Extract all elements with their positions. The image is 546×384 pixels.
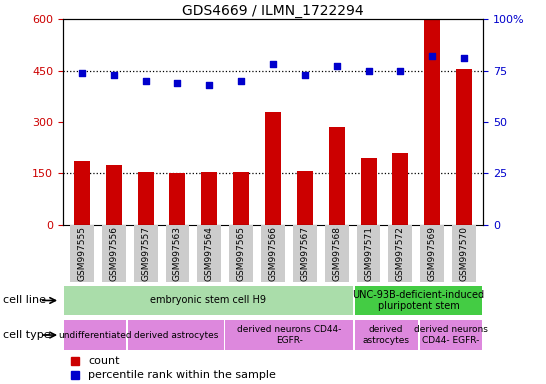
Point: [141, 78, 150, 84]
Text: GSM997567: GSM997567: [300, 227, 310, 281]
Text: GSM997565: GSM997565: [236, 227, 246, 281]
Bar: [265, 112, 281, 225]
Bar: [424, 19, 440, 225]
Text: derived
astrocytes: derived astrocytes: [363, 325, 410, 345]
Bar: [393, 153, 408, 225]
Text: GSM997557: GSM997557: [141, 227, 150, 281]
Bar: [102, 225, 126, 282]
Bar: [293, 225, 317, 282]
Bar: [233, 172, 249, 225]
Text: percentile rank within the sample: percentile rank within the sample: [88, 370, 276, 380]
Bar: [225, 320, 353, 350]
Point: [300, 71, 309, 78]
Point: [78, 70, 86, 76]
Bar: [297, 170, 313, 225]
Text: embryonic stem cell H9: embryonic stem cell H9: [150, 295, 266, 306]
Bar: [106, 165, 122, 225]
Bar: [452, 225, 476, 282]
Point: [173, 80, 182, 86]
Bar: [419, 320, 482, 350]
Point: [333, 63, 341, 70]
Bar: [355, 286, 482, 315]
Text: cell line: cell line: [3, 295, 46, 306]
Bar: [355, 320, 418, 350]
Text: UNC-93B-deficient-induced
pluripotent stem: UNC-93B-deficient-induced pluripotent st…: [353, 290, 485, 311]
Text: derived astrocytes: derived astrocytes: [134, 331, 218, 339]
Point: [237, 78, 246, 84]
Bar: [169, 172, 186, 225]
Bar: [134, 225, 158, 282]
Point: [269, 61, 277, 68]
Bar: [229, 225, 253, 282]
Point: [460, 55, 468, 61]
Text: GSM997555: GSM997555: [78, 227, 86, 281]
Bar: [329, 127, 345, 225]
Bar: [64, 286, 353, 315]
Bar: [64, 320, 127, 350]
Bar: [74, 161, 90, 225]
Text: undifferentiated: undifferentiated: [58, 331, 132, 339]
Bar: [456, 69, 472, 225]
Text: GSM997566: GSM997566: [269, 227, 277, 281]
Bar: [261, 225, 285, 282]
Text: GSM997572: GSM997572: [396, 227, 405, 281]
Bar: [360, 158, 377, 225]
Bar: [325, 225, 349, 282]
Bar: [357, 225, 381, 282]
Bar: [197, 225, 221, 282]
Point: [109, 71, 118, 78]
Bar: [165, 225, 189, 282]
Text: derived neurons
CD44- EGFR-: derived neurons CD44- EGFR-: [414, 325, 488, 345]
Text: derived neurons CD44-
EGFR-: derived neurons CD44- EGFR-: [237, 325, 341, 345]
Bar: [138, 172, 153, 225]
Text: GSM997564: GSM997564: [205, 227, 214, 281]
Text: cell type: cell type: [3, 330, 50, 340]
Bar: [70, 225, 94, 282]
Point: [396, 68, 405, 74]
Bar: [388, 225, 412, 282]
Point: [205, 82, 213, 88]
Bar: [128, 320, 223, 350]
Text: GSM997563: GSM997563: [173, 227, 182, 281]
Point: [428, 53, 437, 59]
Bar: [201, 172, 217, 225]
Text: GSM997571: GSM997571: [364, 227, 373, 281]
Text: GSM997569: GSM997569: [428, 227, 437, 281]
Title: GDS4669 / ILMN_1722294: GDS4669 / ILMN_1722294: [182, 4, 364, 18]
Point: [364, 68, 373, 74]
Text: GSM997556: GSM997556: [109, 227, 118, 281]
Text: GSM997568: GSM997568: [332, 227, 341, 281]
Text: count: count: [88, 356, 120, 366]
Text: GSM997570: GSM997570: [460, 227, 468, 281]
Bar: [420, 225, 444, 282]
